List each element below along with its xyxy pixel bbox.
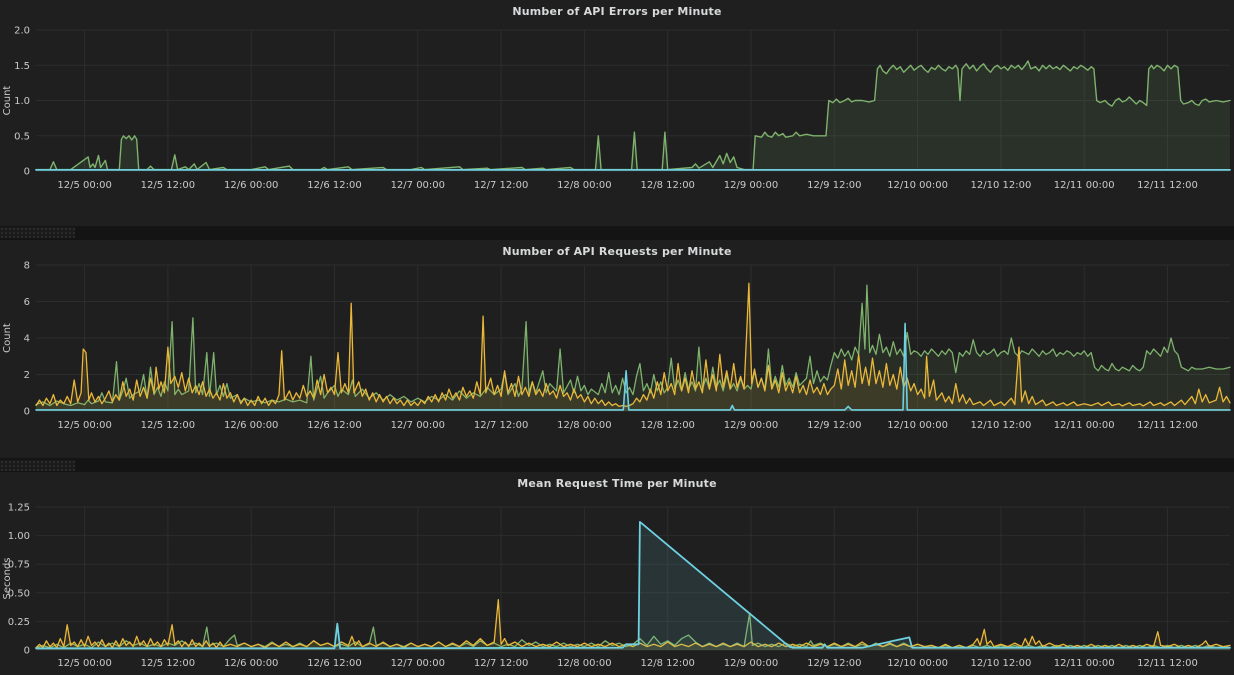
- svg-text:12/5 00:00: 12/5 00:00: [57, 180, 111, 191]
- svg-text:1.25: 1.25: [8, 503, 30, 514]
- svg-text:12/5 12:00: 12/5 12:00: [141, 658, 195, 669]
- panel-mean-request-time: Mean Request Time per Minute 0 0.25 0.50 0.…: [0, 472, 1234, 675]
- svg-text:12/10 12:00: 12/10 12:00: [971, 658, 1032, 669]
- svg-text:12/9 12:00: 12/9 12:00: [807, 420, 861, 431]
- svg-text:0: 0: [24, 646, 30, 657]
- svg-text:2: 2: [24, 370, 30, 381]
- svg-text:12/9 00:00: 12/9 00:00: [724, 658, 778, 669]
- svg-text:12/11 00:00: 12/11 00:00: [1054, 658, 1115, 669]
- row-resize-handle-2[interactable]: [0, 460, 75, 471]
- y-axis-unit-label: Count: [2, 86, 13, 116]
- svg-text:12/7 00:00: 12/7 00:00: [391, 658, 445, 669]
- panel-title-api-errors[interactable]: Number of API Errors per Minute: [512, 5, 722, 18]
- y-axis-unit-label: Count: [2, 323, 13, 353]
- svg-text:12/6 12:00: 12/6 12:00: [307, 658, 361, 669]
- svg-text:12/5 00:00: 12/5 00:00: [57, 420, 111, 431]
- svg-text:12/5 12:00: 12/5 12:00: [141, 180, 195, 191]
- panel-api-errors: Number of API Errors per Minute 0 0.5 1.0 1…: [0, 0, 1234, 226]
- svg-text:12/5 00:00: 12/5 00:00: [57, 658, 111, 669]
- mean-request-time-chart[interactable]: 0 0.25 0.50 0.75 1.00 1.25 12/5 00:00 12/5 12:0…: [0, 472, 1234, 675]
- svg-text:12/6 00:00: 12/6 00:00: [224, 420, 278, 431]
- svg-text:6: 6: [24, 297, 30, 308]
- svg-text:12/6 12:00: 12/6 12:00: [307, 420, 361, 431]
- svg-text:12/11 00:00: 12/11 00:00: [1054, 420, 1115, 431]
- svg-text:12/10 00:00: 12/10 00:00: [887, 420, 948, 431]
- panel-title-api-requests[interactable]: Number of API Requests per Minute: [502, 245, 732, 258]
- svg-text:12/11 00:00: 12/11 00:00: [1054, 180, 1115, 191]
- svg-text:12/5 12:00: 12/5 12:00: [141, 420, 195, 431]
- svg-text:8: 8: [24, 261, 30, 272]
- svg-text:12/6 00:00: 12/6 00:00: [224, 658, 278, 669]
- svg-text:12/10 00:00: 12/10 00:00: [887, 658, 948, 669]
- svg-text:12/9 00:00: 12/9 00:00: [724, 420, 778, 431]
- svg-text:12/7 12:00: 12/7 12:00: [474, 658, 528, 669]
- svg-text:0: 0: [24, 167, 30, 178]
- svg-text:0.75: 0.75: [8, 560, 30, 571]
- panel-api-requests: Number of API Requests per Minute 0 2 4 6 8 1…: [0, 240, 1234, 458]
- svg-text:12/10 12:00: 12/10 12:00: [971, 180, 1032, 191]
- svg-text:12/11 12:00: 12/11 12:00: [1137, 180, 1198, 191]
- svg-text:12/8 12:00: 12/8 12:00: [640, 420, 694, 431]
- svg-text:0.50: 0.50: [8, 588, 30, 599]
- svg-text:0.25: 0.25: [8, 617, 30, 628]
- svg-text:12/10 12:00: 12/10 12:00: [971, 420, 1032, 431]
- svg-text:1.00: 1.00: [8, 531, 30, 542]
- svg-text:1.0: 1.0: [14, 96, 30, 107]
- svg-text:12/7 12:00: 12/7 12:00: [474, 180, 528, 191]
- svg-text:12/9 12:00: 12/9 12:00: [807, 658, 861, 669]
- svg-text:12/9 00:00: 12/9 00:00: [724, 180, 778, 191]
- svg-text:12/8 12:00: 12/8 12:00: [640, 658, 694, 669]
- svg-text:12/8 00:00: 12/8 00:00: [557, 658, 611, 669]
- panel-title-mean-request-time[interactable]: Mean Request Time per Minute: [517, 477, 717, 490]
- svg-text:12/10 00:00: 12/10 00:00: [887, 180, 948, 191]
- svg-text:12/8 00:00: 12/8 00:00: [557, 180, 611, 191]
- svg-text:12/7 00:00: 12/7 00:00: [391, 180, 445, 191]
- svg-text:12/8 00:00: 12/8 00:00: [557, 420, 611, 431]
- y-axis-unit-label: Seconds: [2, 557, 13, 599]
- svg-text:12/8 12:00: 12/8 12:00: [640, 180, 694, 191]
- api-requests-chart[interactable]: 0 2 4 6 8 12/5 00:00 12/5 12:00 12/6 00:00 12/6 …: [0, 240, 1234, 458]
- svg-text:0.5: 0.5: [14, 131, 30, 142]
- api-errors-chart[interactable]: 0 0.5 1.0 1.5 2.0 12/5 00:00 12/5 12:00 12/6 00…: [0, 0, 1234, 226]
- svg-text:4: 4: [24, 334, 30, 345]
- svg-text:12/11 12:00: 12/11 12:00: [1137, 420, 1198, 431]
- row-resize-handle-1[interactable]: [0, 227, 75, 238]
- svg-text:12/6 12:00: 12/6 12:00: [307, 180, 361, 191]
- svg-text:1.5: 1.5: [14, 61, 30, 72]
- svg-text:12/7 12:00: 12/7 12:00: [474, 420, 528, 431]
- svg-text:2.0: 2.0: [14, 26, 30, 37]
- svg-text:0: 0: [24, 407, 30, 418]
- svg-text:12/11 12:00: 12/11 12:00: [1137, 658, 1198, 669]
- svg-text:12/9 12:00: 12/9 12:00: [807, 180, 861, 191]
- svg-text:12/7 00:00: 12/7 00:00: [391, 420, 445, 431]
- svg-text:12/6 00:00: 12/6 00:00: [224, 180, 278, 191]
